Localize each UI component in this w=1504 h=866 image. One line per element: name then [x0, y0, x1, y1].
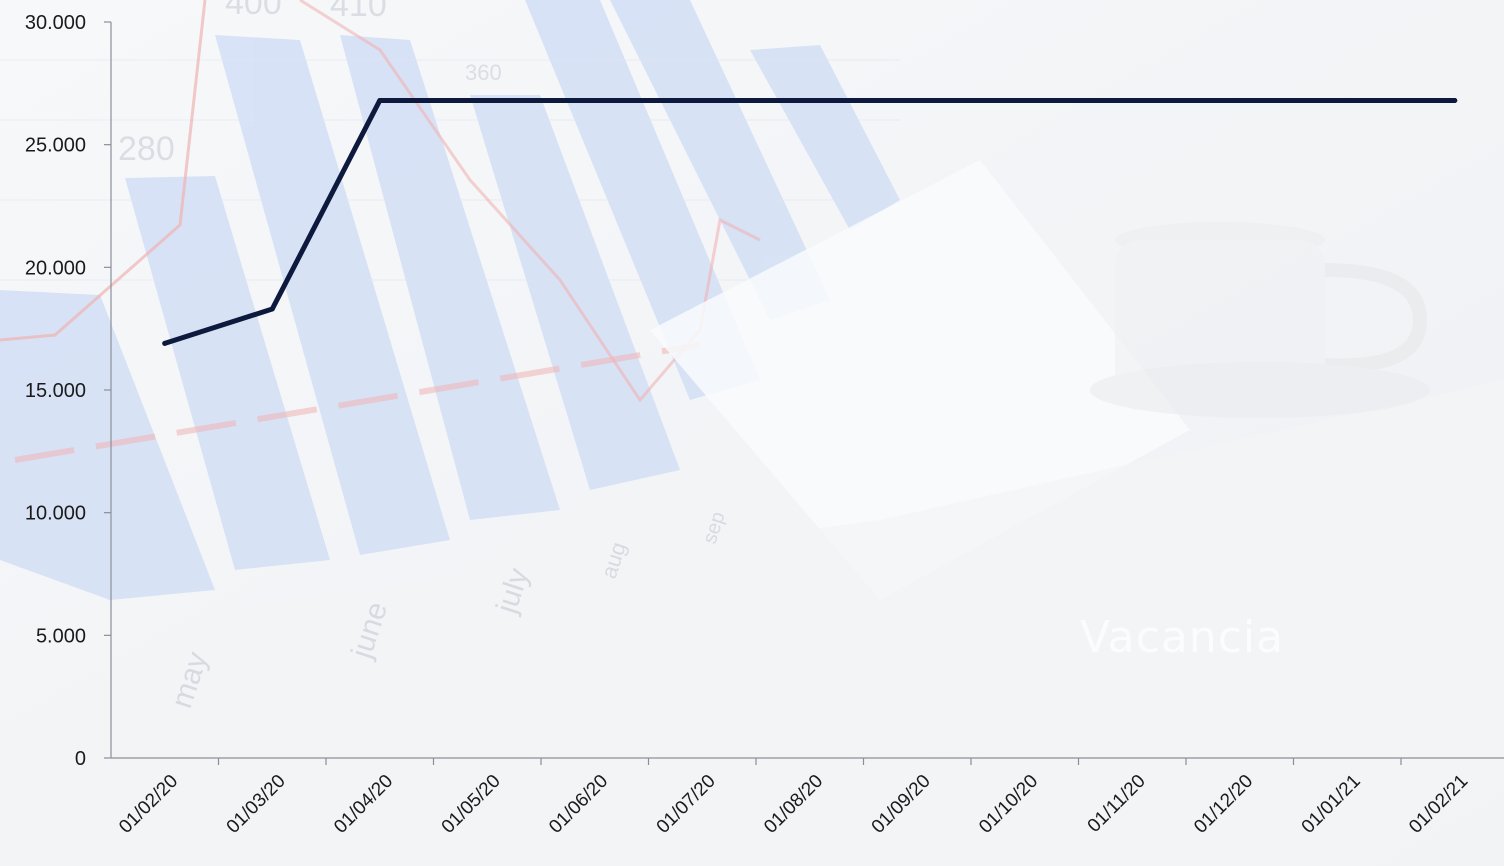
x-tick-label: 01/05/20: [438, 771, 505, 838]
x-tick-label: 01/03/20: [223, 771, 290, 838]
y-axis-ticks: 0 5.000 10.000 15.000 20.000 25.000 30.000: [25, 12, 111, 770]
data-point: [269, 306, 275, 312]
x-tick-label: 01/01/21: [1298, 771, 1365, 838]
x-tick-label: 01/07/20: [653, 771, 720, 838]
data-point: [484, 98, 490, 104]
data-point: [1129, 98, 1135, 104]
data-point: [1022, 98, 1028, 104]
data-point: [592, 98, 598, 104]
x-tick-label: 01/02/21: [1405, 771, 1472, 838]
x-tick-label: 01/12/20: [1190, 771, 1257, 838]
y-tick-label: 20.000: [25, 257, 86, 279]
bg-value-360: 360: [465, 60, 502, 85]
series-layer: [162, 98, 1458, 346]
data-point: [699, 98, 705, 104]
data-point: [914, 98, 920, 104]
data-point: [807, 98, 813, 104]
coffee-cup-graphic: [1090, 222, 1430, 418]
data-point: [1452, 98, 1458, 104]
x-tick-label: 01/04/20: [330, 771, 397, 838]
data-point: [1237, 98, 1243, 104]
y-tick-label: 15.000: [25, 380, 86, 402]
watermark-text: Vacancia: [1080, 612, 1285, 663]
x-tick-label: 01/08/20: [760, 771, 827, 838]
bg-value-280: 280: [118, 130, 175, 168]
data-point: [1344, 98, 1350, 104]
bg-value-400: 400: [225, 0, 282, 22]
bg-value-410: 410: [330, 0, 387, 24]
y-tick-label: 0: [75, 748, 86, 770]
x-tick-label: 01/06/20: [545, 771, 612, 838]
x-tick-label: 01/11/20: [1084, 771, 1150, 837]
data-point: [162, 340, 168, 346]
x-tick-label: 01/02/20: [115, 771, 182, 838]
y-tick-label: 5.000: [36, 625, 86, 647]
y-tick-label: 10.000: [25, 503, 86, 525]
data-point: [377, 98, 383, 104]
x-tick-label: 01/10/20: [975, 771, 1042, 838]
x-tick-label: 01/09/20: [868, 771, 935, 838]
y-tick-label: 25.000: [25, 135, 86, 157]
x-axis-ticks: 01/02/20 01/03/20 01/04/20 01/05/20 01/06/20…: [115, 758, 1472, 838]
y-tick-label: 30.000: [25, 12, 86, 34]
series-line: [162, 98, 1458, 346]
